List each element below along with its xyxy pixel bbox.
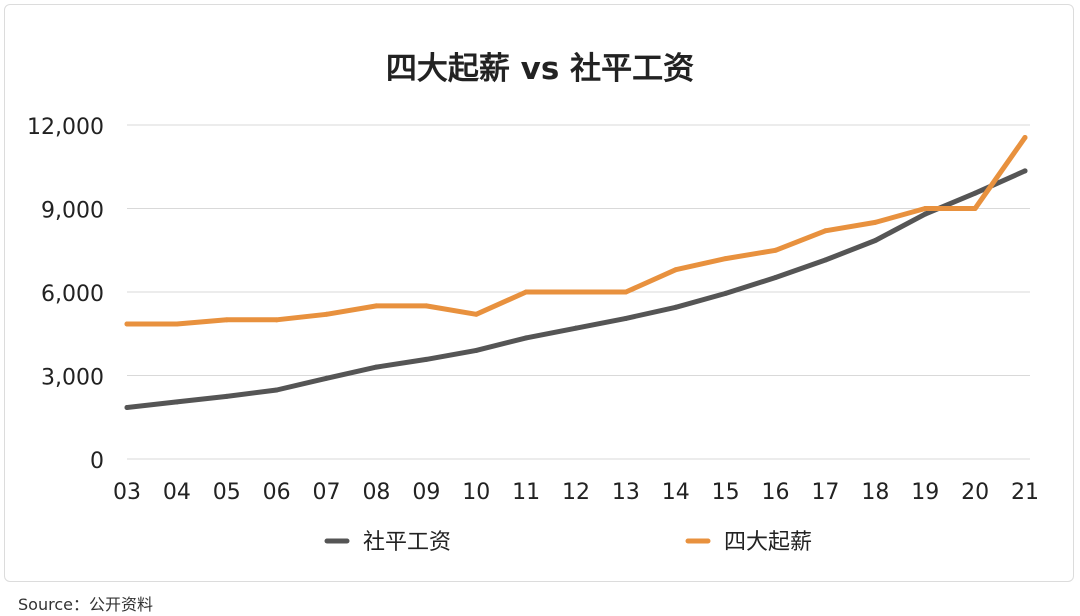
legend-item-0: 社平工资 — [324, 530, 451, 555]
x-tick-label: 12 — [562, 480, 590, 505]
data-point — [972, 190, 978, 196]
data-point — [373, 303, 379, 309]
data-point — [723, 256, 729, 262]
data-point — [723, 290, 729, 296]
data-point — [773, 275, 779, 281]
data-point — [473, 311, 479, 317]
source-value: 公开资料 — [88, 595, 153, 614]
data-point — [1022, 135, 1028, 141]
data-point — [174, 321, 180, 327]
y-tick-label: 9,000 — [41, 199, 104, 224]
x-tick-label: 21 — [1011, 480, 1039, 505]
data-point — [473, 347, 479, 353]
x-tick-label: 09 — [412, 480, 440, 505]
data-point — [972, 206, 978, 211]
data-point — [274, 387, 280, 393]
x-tick-label: 13 — [612, 480, 640, 505]
data-point — [922, 206, 928, 211]
y-axis-ticks: 0 3,000 6,000 9,000 12,000 — [27, 115, 104, 474]
data-point — [623, 315, 629, 321]
x-tick-label: 15 — [712, 480, 740, 505]
data-point — [324, 311, 330, 317]
x-tick-label: 05 — [213, 480, 241, 505]
x-tick-label: 06 — [263, 480, 291, 505]
legend-label: 社平工资 — [363, 530, 451, 555]
series-line-0 — [124, 168, 1028, 410]
x-tick-label: 07 — [313, 480, 341, 505]
legend-label: 四大起薪 — [724, 530, 812, 555]
data-point — [573, 289, 579, 295]
data-point — [224, 393, 230, 399]
x-tick-label: 10 — [462, 480, 490, 505]
data-point — [673, 304, 679, 310]
data-point — [224, 317, 230, 323]
source-note: Source：公开资料 — [18, 591, 153, 615]
data-point — [274, 317, 280, 323]
y-tick-label: 0 — [90, 449, 104, 474]
data-point — [523, 335, 529, 341]
data-point — [623, 289, 629, 295]
y-tick-label: 3,000 — [41, 366, 104, 391]
x-tick-label: 17 — [811, 480, 839, 505]
data-point — [872, 238, 878, 244]
x-tick-label: 11 — [512, 480, 540, 505]
y-tick-label: 6,000 — [41, 282, 104, 307]
data-point — [373, 364, 379, 370]
data-point — [423, 303, 429, 309]
series-lines — [124, 135, 1028, 411]
x-tick-label: 19 — [911, 480, 939, 505]
grid-lines — [127, 124, 1030, 460]
data-point — [124, 321, 130, 327]
data-point — [872, 219, 878, 225]
legend-item-1: 四大起薪 — [685, 530, 812, 555]
x-tick-label: 18 — [861, 480, 889, 505]
x-axis-ticks: 03 04 05 06 07 08 09 10 11 12 13 14 15 16 17 18 19 20 21 — [113, 480, 1039, 505]
x-tick-label: 04 — [163, 480, 191, 505]
data-point — [822, 228, 828, 234]
source-label: Source： — [18, 595, 89, 614]
data-point — [922, 211, 928, 217]
data-point — [324, 375, 330, 381]
data-point — [573, 325, 579, 331]
legend: 社平工资 四大起薪 — [324, 530, 812, 555]
data-point — [523, 289, 529, 295]
x-tick-label: 16 — [762, 480, 790, 505]
data-point — [124, 405, 130, 411]
chart-title: 四大起薪 vs 社平工资 — [386, 51, 694, 87]
y-tick-label: 12,000 — [27, 115, 104, 140]
x-tick-label: 08 — [362, 480, 390, 505]
data-point — [423, 356, 429, 362]
data-point — [822, 257, 828, 263]
data-point — [174, 399, 180, 405]
x-tick-label: 14 — [662, 480, 690, 505]
x-tick-label: 03 — [113, 480, 141, 505]
data-point — [773, 247, 779, 253]
x-tick-label: 20 — [961, 480, 989, 505]
data-point — [673, 267, 679, 273]
data-point — [1022, 168, 1028, 174]
